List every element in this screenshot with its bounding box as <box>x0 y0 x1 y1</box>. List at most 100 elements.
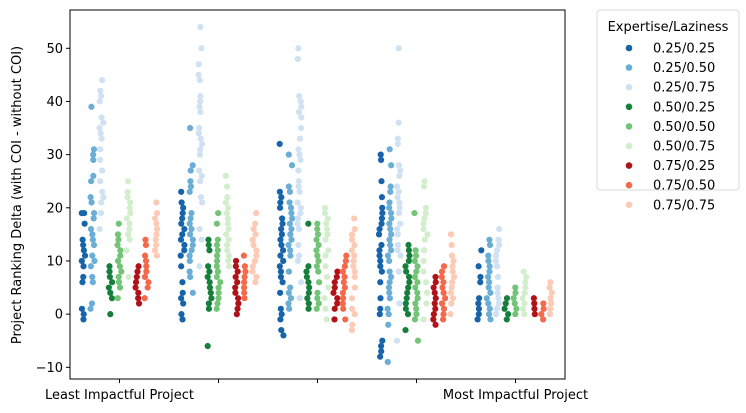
data-point <box>378 194 386 201</box>
data-point <box>421 247 428 254</box>
data-point <box>388 231 395 238</box>
data-point <box>540 305 547 312</box>
data-point <box>141 273 149 281</box>
data-point <box>547 279 554 286</box>
data-point <box>474 316 481 323</box>
data-point <box>322 220 330 227</box>
data-point <box>348 295 356 302</box>
data-point <box>80 247 87 254</box>
data-point <box>385 321 392 328</box>
data-point <box>205 300 212 307</box>
data-point <box>402 263 409 270</box>
data-point <box>249 268 256 275</box>
data-point <box>114 295 121 302</box>
data-point <box>277 316 284 323</box>
data-point <box>395 45 402 52</box>
data-point <box>224 220 231 227</box>
data-point <box>439 284 446 291</box>
data-point <box>505 311 512 318</box>
data-point <box>297 204 305 211</box>
data-point <box>440 311 447 318</box>
data-point <box>432 305 439 312</box>
data-point <box>181 241 188 249</box>
data-point <box>197 194 204 201</box>
data-point <box>421 178 428 185</box>
data-point <box>420 183 428 190</box>
data-point <box>296 252 303 259</box>
data-point <box>388 215 395 222</box>
y-tick-label: 40 <box>46 95 63 110</box>
data-point <box>90 172 97 179</box>
data-point <box>378 241 385 249</box>
data-point <box>186 231 194 238</box>
data-point <box>223 241 231 249</box>
data-point <box>447 289 455 296</box>
data-point <box>126 236 133 243</box>
data-point <box>405 247 412 254</box>
data-point <box>413 305 420 312</box>
data-point <box>277 289 284 296</box>
data-point <box>547 300 555 307</box>
data-point <box>447 231 455 238</box>
data-point <box>313 236 320 243</box>
y-axis-label: Project Ranking Delta (with COI - withou… <box>10 46 25 344</box>
data-point <box>386 220 393 227</box>
data-point <box>187 273 194 281</box>
data-point <box>393 183 401 190</box>
data-point <box>313 247 320 254</box>
data-point <box>475 300 482 307</box>
data-point <box>323 273 331 281</box>
data-point <box>420 268 427 275</box>
data-points <box>78 23 555 366</box>
data-point <box>348 247 355 254</box>
data-point <box>502 300 509 307</box>
data-point <box>196 178 204 185</box>
data-point <box>285 151 292 158</box>
data-point <box>177 252 184 259</box>
data-point <box>99 188 106 195</box>
data-point <box>96 225 103 233</box>
data-point <box>523 273 530 281</box>
data-point <box>215 284 222 291</box>
data-point <box>405 273 413 281</box>
data-point <box>412 247 419 254</box>
data-point <box>325 284 332 291</box>
data-point <box>278 225 285 233</box>
data-point <box>206 268 213 275</box>
data-point <box>521 289 528 296</box>
data-point <box>207 289 214 296</box>
data-point <box>377 151 384 158</box>
data-point <box>546 311 554 318</box>
data-point <box>423 279 430 286</box>
data-point <box>98 199 105 206</box>
legend-marker <box>625 142 633 150</box>
data-point <box>124 178 132 185</box>
data-point <box>386 279 393 286</box>
plot-frame <box>69 9 566 380</box>
data-point <box>287 247 294 254</box>
data-point <box>486 241 494 249</box>
data-point <box>241 295 248 302</box>
data-point <box>403 295 410 302</box>
data-point <box>351 241 358 249</box>
data-point <box>386 146 393 153</box>
data-point <box>519 305 526 312</box>
data-point <box>249 263 256 270</box>
data-point <box>288 236 295 243</box>
data-point <box>387 188 394 195</box>
data-point <box>492 257 499 265</box>
legend-label: 0.50/0.75 <box>653 140 715 155</box>
data-point <box>430 284 437 291</box>
data-point <box>89 273 96 281</box>
data-point <box>420 225 427 233</box>
data-point <box>213 257 221 265</box>
data-point <box>87 263 94 270</box>
data-point <box>394 231 401 238</box>
data-point <box>97 178 104 185</box>
data-point <box>449 268 456 275</box>
data-point <box>196 151 203 158</box>
data-point <box>206 284 214 291</box>
data-point <box>450 257 457 265</box>
data-point <box>187 167 194 174</box>
data-point <box>406 279 413 286</box>
